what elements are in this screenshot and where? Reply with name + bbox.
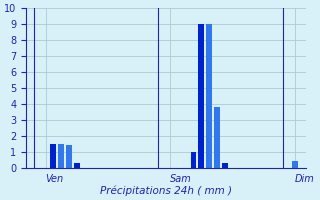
Bar: [198, 24, 204, 168]
X-axis label: Précipitations 24h ( mm ): Précipitations 24h ( mm ): [100, 185, 232, 196]
Bar: [74, 163, 80, 168]
Bar: [222, 163, 228, 168]
Bar: [58, 144, 64, 168]
Bar: [51, 144, 56, 168]
Bar: [206, 24, 212, 168]
Bar: [191, 152, 196, 168]
Bar: [66, 145, 72, 168]
Bar: [292, 161, 298, 168]
Bar: [214, 107, 220, 168]
